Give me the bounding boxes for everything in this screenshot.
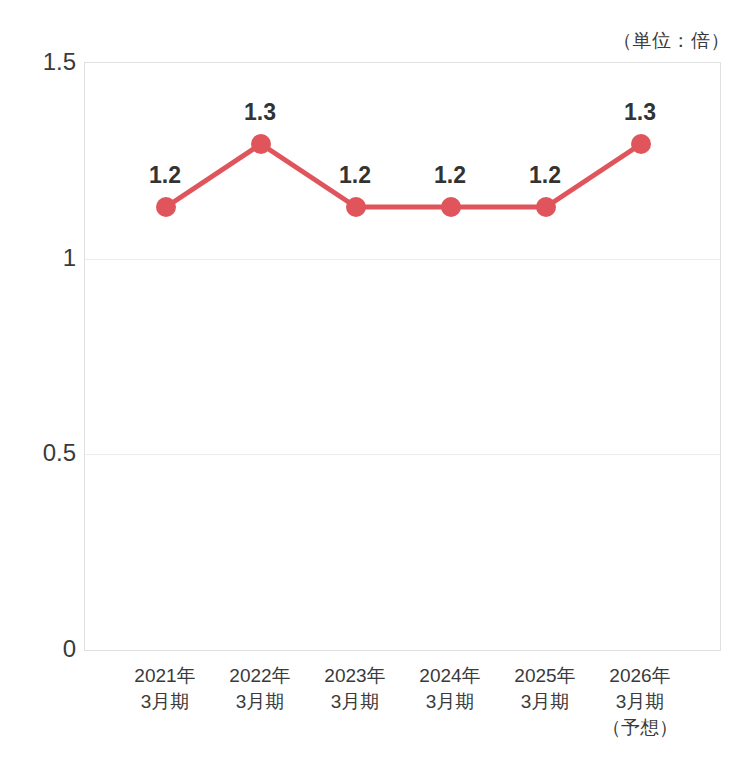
x-tick-label-line: 3月期 — [229, 689, 290, 715]
x-tick-label: 2026年3月期（予想） — [602, 663, 678, 741]
x-tick-label: 2022年3月期 — [229, 663, 290, 715]
y-gridline — [85, 259, 720, 260]
data-point-label: 1.2 — [339, 162, 371, 189]
x-tick-label: 2025年3月期 — [514, 663, 575, 715]
x-tick-label-line: 2023年 — [324, 663, 385, 689]
line-chart: （単位：倍） 00.511.5 2021年3月期2022年3月期2023年3月期… — [0, 0, 752, 767]
x-tick-label-line: （予想） — [602, 715, 678, 741]
x-tick-label-line: 2022年 — [229, 663, 290, 689]
x-tick-label: 2024年3月期 — [419, 663, 480, 715]
data-point-label: 1.2 — [149, 162, 181, 189]
plot-area — [84, 62, 721, 651]
data-point-label: 1.2 — [529, 162, 561, 189]
data-point-label: 1.2 — [434, 162, 466, 189]
y-tick-label: 0 — [16, 635, 76, 663]
y-tick-label: 1 — [16, 244, 76, 272]
x-tick-label: 2021年3月期 — [134, 663, 195, 715]
x-tick-label-line: 3月期 — [419, 689, 480, 715]
y-gridline — [85, 454, 720, 455]
data-point-label: 1.3 — [244, 99, 276, 126]
data-point-marker — [346, 197, 366, 217]
data-point-marker — [441, 197, 461, 217]
data-point-marker — [536, 197, 556, 217]
x-tick-label-line: 2025年 — [514, 663, 575, 689]
data-point-marker — [156, 197, 176, 217]
x-tick-label-line: 2021年 — [134, 663, 195, 689]
x-tick-label-line: 3月期 — [134, 689, 195, 715]
data-point-label: 1.3 — [624, 99, 656, 126]
y-tick-label: 1.5 — [16, 48, 76, 76]
x-tick-label-line: 3月期 — [514, 689, 575, 715]
line-series — [85, 63, 720, 650]
x-tick-label-line: 3月期 — [324, 689, 385, 715]
x-tick-label: 2023年3月期 — [324, 663, 385, 715]
x-tick-label-line: 2024年 — [419, 663, 480, 689]
unit-label: （単位：倍） — [613, 28, 730, 54]
data-point-marker — [251, 134, 271, 154]
data-point-marker — [631, 134, 651, 154]
series-line — [166, 144, 641, 207]
x-tick-label-line: 3月期 — [602, 689, 678, 715]
y-tick-label: 0.5 — [16, 439, 76, 467]
x-tick-label-line: 2026年 — [602, 663, 678, 689]
